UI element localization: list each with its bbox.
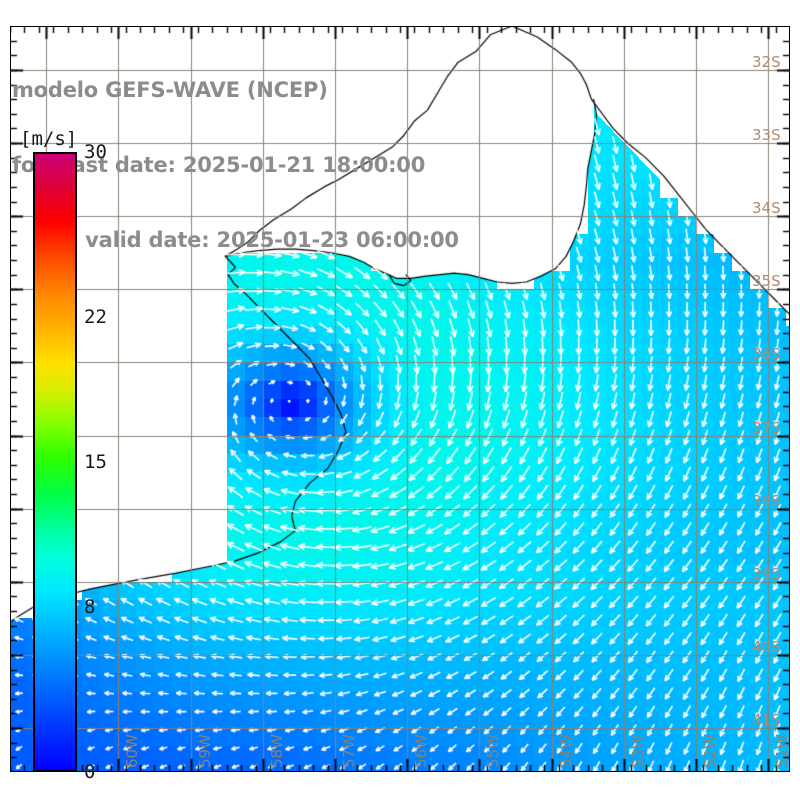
lat-tick-32S: 32S <box>752 52 781 71</box>
lon-tick-59W: 59W <box>195 734 214 768</box>
lat-tick-39S: 39S <box>752 564 781 583</box>
colorbar-tick-0: 0 <box>84 761 96 783</box>
lon-tick-54W: 54W <box>556 734 575 768</box>
figure-title-block: modelo GEFS-WAVE (NCEP) forecast date: 2… <box>12 28 532 303</box>
title-valid-date: valid date: 2025-01-23 06:00:00 <box>85 228 459 252</box>
colorbar-gradient-icon <box>33 152 77 772</box>
lon-tick-51W: 51W <box>773 734 792 768</box>
lon-tick-56W: 56W <box>412 734 431 768</box>
colorbar-tick-15: 15 <box>84 451 107 473</box>
map-plot-area[interactable] <box>10 26 790 772</box>
colorbar <box>33 152 77 772</box>
colorbar-unit-label: [m/s] <box>20 128 78 150</box>
lat-tick-40S: 40S <box>752 637 781 656</box>
colorbar-tick-30: 30 <box>84 141 107 163</box>
lat-tick-36S: 36S <box>752 345 781 364</box>
lon-tick-55W: 55W <box>484 734 503 768</box>
lat-tick-34S: 34S <box>752 199 781 218</box>
lon-tick-53W: 53W <box>628 734 647 768</box>
lon-tick-57W: 57W <box>340 734 358 768</box>
lat-tick-38S: 38S <box>752 491 781 510</box>
lon-tick-58W: 58W <box>267 734 286 768</box>
title-model: modelo GEFS-WAVE (NCEP) <box>12 78 328 102</box>
lat-tick-35S: 35S <box>752 272 781 291</box>
lat-tick-37S: 37S <box>752 418 781 437</box>
colorbar-tick-8: 8 <box>84 595 96 618</box>
lon-tick-52W: 52W <box>701 734 720 768</box>
lon-tick-60W: 60W <box>123 734 142 768</box>
lat-tick-41S: 41S <box>752 711 781 730</box>
colorbar-tick-22: 22 <box>84 306 107 329</box>
lat-tick-33S: 33S <box>752 126 781 145</box>
graticule-layer <box>10 26 790 772</box>
